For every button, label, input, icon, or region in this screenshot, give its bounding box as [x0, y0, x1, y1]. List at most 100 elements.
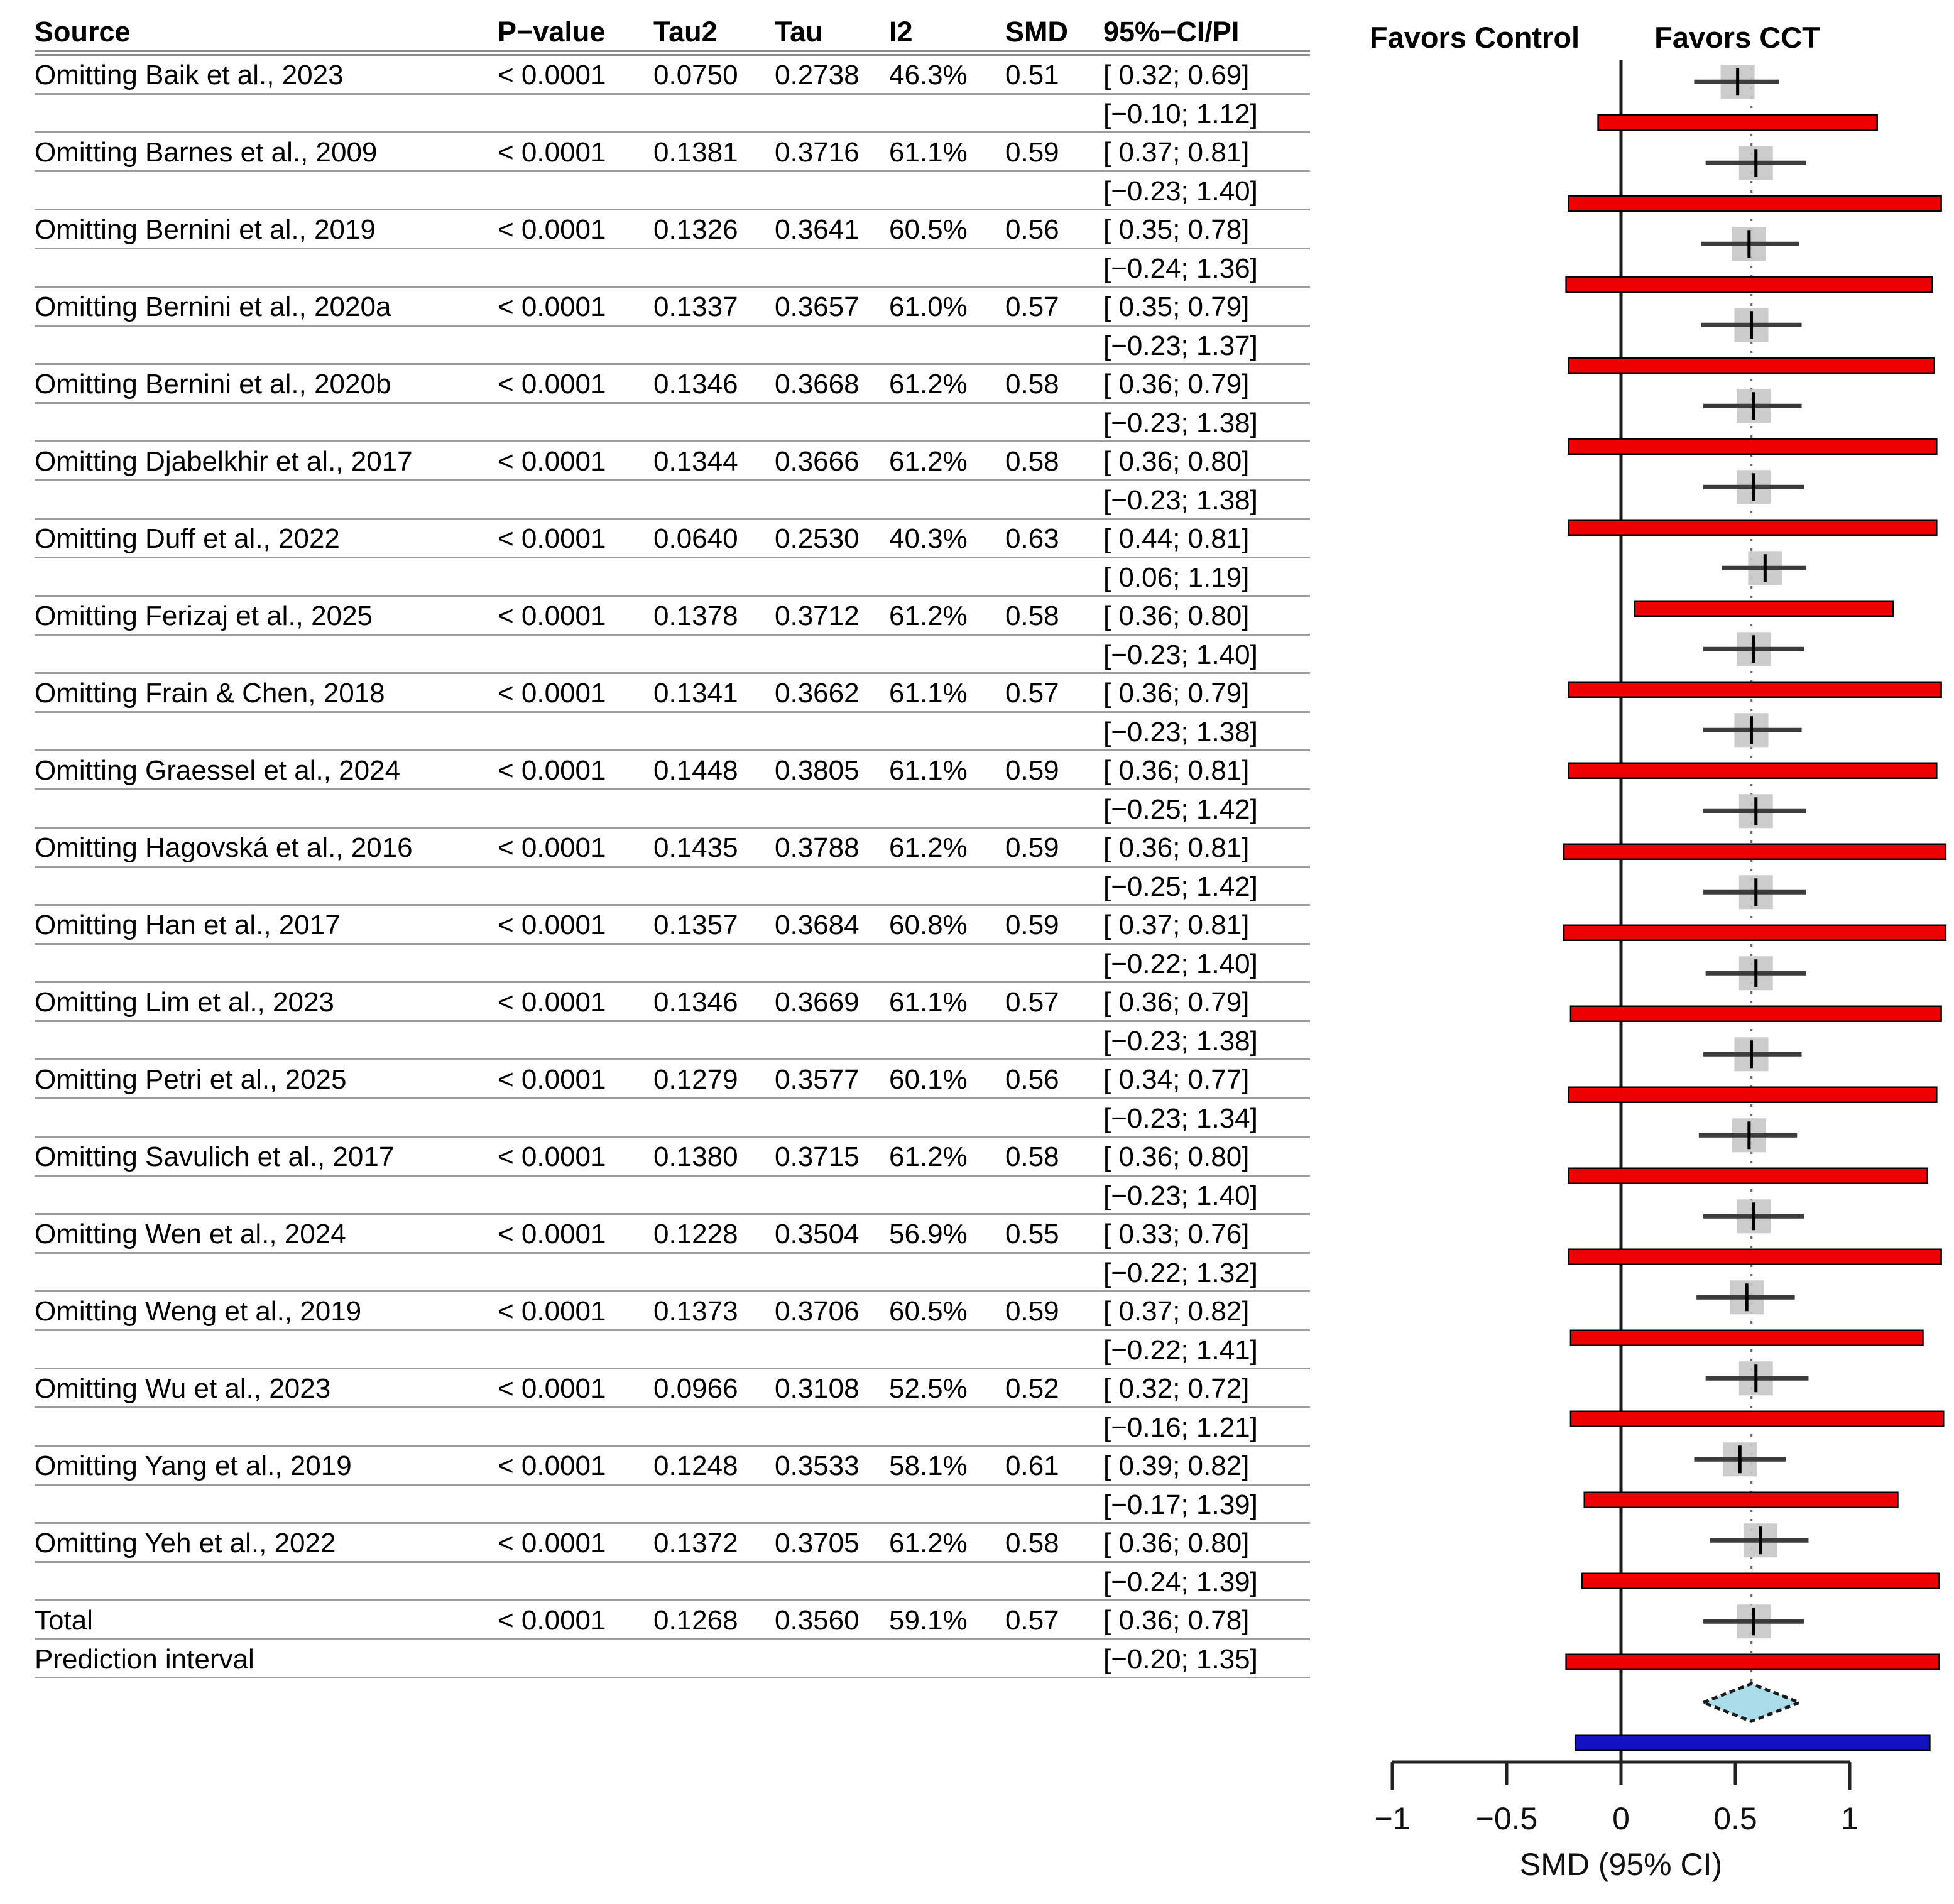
study-point-tick — [1745, 1283, 1749, 1312]
favors-cct-label: Favors CCT — [1654, 21, 1820, 54]
ci-cell: [ 0.36; 0.80] — [1103, 601, 1250, 631]
study-point-tick — [1752, 473, 1755, 501]
study-estimate-row: Omitting Wu et al., 2023 < 0.0001 0.0966 0.… — [35, 1369, 1310, 1408]
ci-cell: [ 0.36; 0.79] — [1103, 678, 1250, 709]
study-prediction-row: [−0.22; 1.40] — [35, 945, 1310, 983]
i2-cell: 52.5% — [889, 1373, 968, 1404]
ci-cell: [ 0.36; 0.79] — [1103, 369, 1250, 400]
study-estimate-row: Omitting Duff et al., 2022 < 0.0001 0.0640… — [35, 520, 1310, 558]
p-cell: < 0.0001 — [498, 1528, 606, 1559]
study-prediction-row: [−0.25; 1.42] — [35, 790, 1310, 829]
study-estimate-row: Omitting Lim et al., 2023 < 0.0001 0.1346 0… — [35, 983, 1310, 1022]
tau-cell: 0.2738 — [775, 60, 860, 90]
tau2-cell: 0.1380 — [653, 1141, 738, 1172]
ci-cell: [−0.22; 1.40] — [1103, 948, 1258, 979]
study-prediction-row: [−0.17; 1.39] — [35, 1486, 1310, 1524]
study-estimate-row: Omitting Han et al., 2017 < 0.0001 0.1357 0… — [35, 906, 1310, 945]
i2-cell: 61.1% — [889, 678, 968, 709]
tau2-cell: 0.1373 — [653, 1296, 738, 1327]
tau-cell: 0.3715 — [775, 1141, 860, 1172]
header-i2: I2 — [889, 16, 913, 48]
study-estimate-row: Omitting Ferizaj et al., 2025 < 0.0001 0.1… — [35, 597, 1310, 636]
ci-cell: [ 0.36; 0.79] — [1103, 987, 1250, 1018]
study-point-tick — [1736, 68, 1740, 96]
source-cell: Omitting Frain & Chen, 2018 — [35, 678, 385, 709]
study-prediction-bar — [1563, 924, 1947, 941]
tau-cell: 0.3577 — [775, 1064, 860, 1095]
tau-cell: 0.2530 — [775, 523, 860, 554]
smd-cell: 0.58 — [1005, 446, 1059, 477]
study-point-tick — [1749, 1040, 1753, 1069]
ci-cell: [−0.22; 1.41] — [1103, 1334, 1258, 1366]
tau2-cell: 0.1448 — [653, 755, 738, 786]
i2-cell: 60.8% — [889, 910, 968, 940]
smd-cell: 0.59 — [1005, 755, 1059, 786]
smd-cell: 0.57 — [1005, 1605, 1059, 1636]
study-estimate-row: Omitting Yang et al., 2019 < 0.0001 0.1248… — [35, 1447, 1310, 1486]
study-estimate-row: Omitting Frain & Chen, 2018 < 0.0001 0.134… — [35, 674, 1310, 713]
p-cell: < 0.0001 — [498, 214, 606, 245]
study-prediction-bar — [1568, 762, 1938, 779]
smd-cell: 0.57 — [1005, 291, 1059, 322]
total-row: Total < 0.0001 0.1268 0.3560 59.1% 0.57 [ 0.36… — [35, 1601, 1310, 1640]
source-cell: Total — [35, 1605, 93, 1636]
ci-cell: [−0.23; 1.40] — [1103, 1180, 1258, 1211]
ci-cell: [−0.16; 1.21] — [1103, 1412, 1258, 1443]
study-prediction-bar — [1568, 1086, 1938, 1103]
ci-cell: [−0.23; 1.38] — [1103, 407, 1258, 438]
smd-cell: 0.59 — [1005, 910, 1059, 940]
ci-cell: [−0.25; 1.42] — [1103, 871, 1258, 902]
p-cell: < 0.0001 — [498, 60, 606, 90]
table-body: Omitting Baik et al., 2023 < 0.0001 0.0750… — [35, 56, 1310, 1678]
x-axis-tick-label: 0.5 — [1713, 1801, 1757, 1836]
x-axis-tick-label: 0 — [1612, 1801, 1630, 1836]
ci-cell: [−0.23; 1.34] — [1103, 1102, 1258, 1134]
ci-cell: [ 0.37; 0.81] — [1103, 910, 1250, 940]
i2-cell: 61.2% — [889, 446, 968, 477]
ci-cell: [ 0.44; 0.81] — [1103, 523, 1250, 554]
study-prediction-bar — [1565, 1653, 1940, 1670]
tau2-cell: 0.1344 — [653, 446, 738, 477]
header-ci-pi: 95%−CI/PI — [1103, 16, 1240, 48]
source-cell: Omitting Barnes et al., 2009 — [35, 137, 378, 168]
study-prediction-bar — [1565, 276, 1933, 293]
study-point-tick — [1754, 959, 1758, 987]
overall-prediction-bar — [1574, 1734, 1931, 1751]
total-diamond — [1699, 1682, 1804, 1723]
smd-cell: 0.57 — [1005, 678, 1059, 709]
tau2-cell: 0.1346 — [653, 369, 738, 400]
tau2-cell: 0.0966 — [653, 1373, 738, 1404]
smd-cell: 0.56 — [1005, 214, 1059, 245]
study-point-tick — [1738, 1445, 1742, 1474]
i2-cell: 61.2% — [889, 601, 968, 631]
ci-cell: [ 0.37; 0.82] — [1103, 1296, 1250, 1327]
i2-cell: 61.1% — [889, 755, 968, 786]
study-prediction-row: [−0.23; 1.38] — [35, 481, 1310, 520]
tau2-cell: 0.1248 — [653, 1450, 738, 1481]
source-cell: Prediction interval — [35, 1643, 254, 1675]
study-estimate-row: Omitting Petri et al., 2025 < 0.0001 0.127… — [35, 1060, 1310, 1099]
source-cell: Omitting Lim et al., 2023 — [35, 987, 334, 1018]
study-estimate-row: Omitting Baik et al., 2023 < 0.0001 0.0750… — [35, 56, 1310, 95]
tau2-cell: 0.1341 — [653, 678, 738, 709]
tau-cell: 0.3712 — [775, 601, 860, 631]
tau-cell: 0.3666 — [775, 446, 860, 477]
smd-cell: 0.56 — [1005, 1064, 1059, 1095]
tau-cell: 0.3560 — [775, 1605, 860, 1636]
tau-cell: 0.3108 — [775, 1373, 860, 1404]
study-point-tick — [1752, 635, 1755, 663]
source-cell: Omitting Bernini et al., 2020a — [35, 291, 391, 322]
study-prediction-bar — [1568, 195, 1942, 212]
tau-cell: 0.3662 — [775, 678, 860, 709]
header-tau: Tau — [775, 16, 823, 48]
study-prediction-row: [−0.10; 1.12] — [35, 95, 1310, 133]
p-cell: < 0.0001 — [498, 678, 606, 709]
smd-cell: 0.59 — [1005, 832, 1059, 863]
p-cell: < 0.0001 — [498, 1219, 606, 1249]
study-prediction-bar — [1569, 1005, 1942, 1022]
study-estimate-row: Omitting Savulich et al., 2017 < 0.0001 0.… — [35, 1138, 1310, 1177]
header-tau2: Tau2 — [653, 16, 718, 48]
header-smd: SMD — [1005, 16, 1068, 48]
study-prediction-row: [−0.23; 1.34] — [35, 1099, 1310, 1138]
ci-cell: [ 0.35; 0.78] — [1103, 214, 1250, 245]
